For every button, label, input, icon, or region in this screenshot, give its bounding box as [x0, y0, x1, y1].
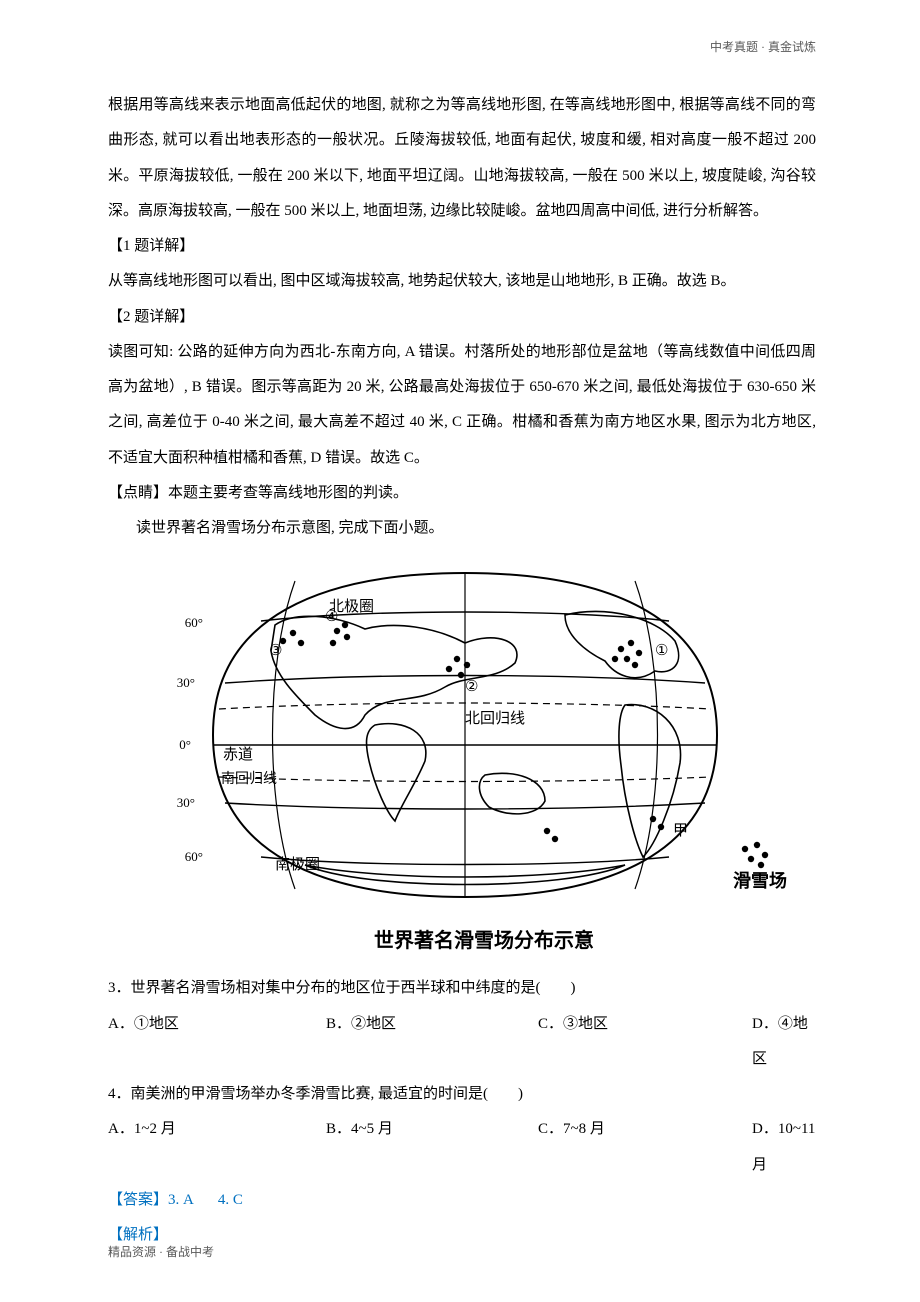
q4-text: 南美洲的甲滑雪场举办冬季滑雪比赛, 最适宜的时间是( ) — [131, 1086, 524, 1102]
q4-opt-c: C．7~8 月 — [538, 1112, 752, 1183]
question-3: 3．世界著名滑雪场相对集中分布的地区位于西半球和中纬度的是( ) — [108, 971, 816, 1006]
intro-paragraph: 根据用等高线来表示地面高低起伏的地图, 就称之为等高线地形图, 在等高线地形图中… — [108, 88, 816, 229]
tropic-n-label: 北回归线 — [465, 710, 525, 727]
main-content: 根据用等高线来表示地面高低起伏的地图, 就称之为等高线地形图, 在等高线地形图中… — [108, 38, 816, 1253]
lat-60n: 60° — [185, 615, 203, 630]
q3-options: A．①地区 B．②地区 C．③地区 D．④地区 — [108, 1007, 816, 1078]
q1-detail-label: 【1 题详解】 — [108, 229, 816, 264]
ski-cluster-4 — [330, 622, 350, 646]
q3-opt-d: D．④地区 — [752, 1007, 816, 1078]
instruction-text: 读世界著名滑雪场分布示意图, 完成下面小题。 — [108, 511, 816, 546]
q3-num: 3． — [108, 980, 131, 996]
q4-opt-b: B．4~5 月 — [326, 1112, 538, 1183]
q3-opt-c: C．③地区 — [538, 1007, 752, 1078]
marker-1: ① — [655, 643, 668, 659]
answer-line: 【答案】3. A 4. C — [108, 1183, 816, 1218]
map-svg: 60° 30° 0° 30° 60° 北极圈 北回归线 赤道 南回归线 南极圈 … — [165, 555, 805, 915]
q4-opt-a: A．1~2 月 — [108, 1112, 326, 1183]
figure-container: 60° 30° 0° 30° 60° 北极圈 北回归线 赤道 南回归线 南极圈 … — [164, 554, 804, 965]
q4-opt-d: D．10~11 月 — [752, 1112, 816, 1183]
lat-30s: 30° — [177, 795, 195, 810]
question-4: 4．南美洲的甲滑雪场举办冬季滑雪比赛, 最适宜的时间是( ) — [108, 1077, 816, 1112]
antarctic-label: 南极圈 — [275, 856, 320, 873]
q4-num: 4． — [108, 1086, 131, 1102]
marker-3: ③ — [269, 643, 282, 659]
page-footer: 精品资源 · 备战中考 — [108, 1243, 214, 1260]
ski-cluster-nz — [544, 828, 558, 842]
point-label: 【点睛】本题主要考查等高线地形图的判读。 — [108, 476, 816, 511]
page-header: 中考真题 · 真金试炼 — [710, 38, 816, 55]
q3-opt-a: A．①地区 — [108, 1007, 326, 1078]
q4-options: A．1~2 月 B．4~5 月 C．7~8 月 D．10~11 月 — [108, 1112, 816, 1183]
q2-detail-label: 【2 题详解】 — [108, 300, 816, 335]
q3-text: 世界著名滑雪场相对集中分布的地区位于西半球和中纬度的是( ) — [131, 980, 576, 996]
q3-opt-b: B．②地区 — [326, 1007, 538, 1078]
answer-4: 4. C — [218, 1192, 243, 1208]
analysis-label: 【解析】 — [108, 1218, 816, 1253]
ski-cluster-1 — [612, 640, 642, 668]
marker-2: ② — [465, 679, 478, 695]
equator-label: 赤道 — [223, 746, 253, 763]
answer-label: 【答案】 — [108, 1192, 168, 1208]
marker-4: ④ — [325, 609, 338, 625]
figure-caption: 世界著名滑雪场分布示意 — [164, 918, 804, 965]
lat-60s: 60° — [185, 849, 203, 864]
world-map-figure: 60° 30° 0° 30° 60° 北极圈 北回归线 赤道 南回归线 南极圈 … — [164, 554, 804, 916]
ski-cluster-3 — [280, 630, 304, 646]
legend-dots — [742, 842, 768, 868]
answer-3: 3. A — [168, 1192, 194, 1208]
legend-label: 滑雪场 — [733, 871, 787, 891]
jia-label: 甲 — [673, 823, 688, 839]
q1-detail-text: 从等高线地形图可以看出, 图中区域海拔较高, 地势起伏较大, 该地是山地地形, … — [108, 264, 816, 299]
q2-detail-text: 读图可知: 公路的延伸方向为西北-东南方向, A 错误。村落所处的地形部位是盆地… — [108, 335, 816, 476]
tropic-s-label: 南回归线 — [221, 770, 277, 787]
lat-0: 0° — [179, 737, 191, 752]
lat-30n: 30° — [177, 675, 195, 690]
